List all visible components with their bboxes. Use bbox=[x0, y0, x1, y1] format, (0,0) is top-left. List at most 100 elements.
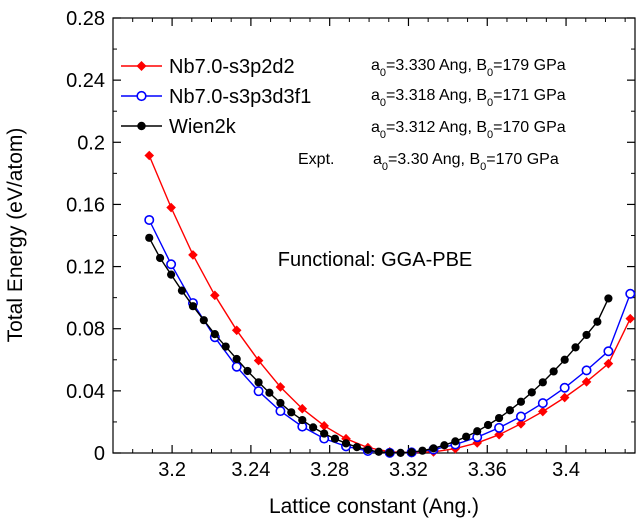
data-point bbox=[538, 406, 548, 417]
data-point bbox=[559, 382, 570, 393]
data-point bbox=[166, 202, 176, 213]
data-point bbox=[396, 448, 405, 457]
x-tick-label: 3.32 bbox=[389, 459, 428, 481]
data-point bbox=[440, 441, 449, 450]
x-tick-label: 3.36 bbox=[468, 459, 507, 481]
x-tick-label: 3.2 bbox=[158, 459, 186, 481]
data-point bbox=[144, 150, 155, 161]
y-tick-label: 0.08 bbox=[66, 319, 105, 341]
data-point bbox=[243, 366, 252, 376]
data-point bbox=[210, 290, 220, 301]
data-point bbox=[407, 448, 416, 457]
expt-label: Expt. bbox=[298, 151, 334, 168]
functional-annotation: Functional: GGA-PBE bbox=[278, 249, 473, 271]
legend-label-wien2k: Wien2k bbox=[169, 116, 237, 138]
data-point bbox=[188, 250, 198, 260]
y-tick-label: 0.28 bbox=[66, 8, 105, 30]
x-axis-title: Lattice constant (Ang.) bbox=[269, 495, 479, 518]
data-point bbox=[330, 434, 340, 443]
legend-marker-black-circle-icon bbox=[137, 121, 146, 131]
legend-label-nb-s3p2d2: Nb7.0-s3p2d2 bbox=[169, 56, 295, 78]
legend-marker-red-diamond-icon bbox=[136, 61, 147, 71]
data-point bbox=[287, 408, 296, 417]
data-point bbox=[571, 343, 580, 352]
data-point bbox=[265, 388, 274, 397]
series-layer bbox=[144, 150, 636, 458]
data-point bbox=[494, 422, 505, 433]
data-point bbox=[167, 270, 176, 279]
legend: Nb7.0-s3p2d2 Nb7.0-s3p3d3f1 Wien2k a0=3.… bbox=[121, 56, 566, 173]
data-point bbox=[363, 445, 372, 454]
data-point bbox=[549, 367, 558, 376]
data-point bbox=[177, 286, 187, 295]
y-tick-label: 0.16 bbox=[66, 194, 105, 216]
data-point bbox=[483, 420, 493, 430]
data-point bbox=[625, 288, 636, 299]
param-expt: a0=3.30 Ang, B0=170 GPa bbox=[373, 151, 559, 173]
data-point bbox=[199, 316, 208, 325]
data-point bbox=[516, 397, 526, 406]
legend-item-nb-s3p3d3f1: Nb7.0-s3p3d3f1 bbox=[121, 86, 311, 108]
y-tick-label: 0.24 bbox=[66, 70, 105, 92]
data-point bbox=[451, 437, 460, 446]
data-point bbox=[155, 253, 165, 263]
data-point bbox=[276, 398, 285, 408]
data-point bbox=[581, 365, 592, 376]
data-point bbox=[625, 313, 636, 324]
data-point bbox=[221, 342, 230, 351]
data-point bbox=[188, 302, 198, 311]
data-point bbox=[231, 325, 242, 336]
data-point bbox=[462, 432, 471, 441]
x-tick-label: 3.28 bbox=[310, 459, 349, 481]
data-point bbox=[231, 361, 242, 372]
data-point bbox=[309, 423, 318, 432]
data-point bbox=[232, 354, 241, 364]
data-point bbox=[275, 406, 286, 417]
param-wien2k: a0=3.312 Ang, B0=170 GPa bbox=[371, 119, 566, 141]
series-2 bbox=[145, 233, 613, 457]
data-point bbox=[559, 392, 570, 403]
data-point bbox=[505, 406, 515, 415]
data-point bbox=[352, 442, 361, 452]
data-point bbox=[319, 421, 329, 431]
data-point bbox=[560, 355, 569, 364]
legend-label-nb-s3p3d3f1: Nb7.0-s3p3d3f1 bbox=[169, 86, 311, 108]
param-nb-s3p3d3f1: a0=3.318 Ang, B0=171 GPa bbox=[371, 87, 566, 109]
param-nb-s3p2d2: a0=3.330 Ang, B0=179 GPa bbox=[371, 57, 566, 79]
data-point bbox=[593, 317, 602, 326]
x-tick-label: 3.24 bbox=[231, 459, 270, 481]
data-point bbox=[144, 214, 155, 225]
data-point bbox=[515, 411, 526, 422]
data-point bbox=[254, 378, 263, 387]
data-point bbox=[473, 427, 482, 436]
x-tick-label: 3.4 bbox=[552, 459, 580, 481]
data-point bbox=[418, 446, 427, 455]
data-point bbox=[604, 294, 613, 303]
data-point bbox=[374, 447, 383, 456]
data-point bbox=[537, 398, 548, 409]
series-0 bbox=[144, 150, 636, 458]
data-point bbox=[253, 386, 264, 397]
data-point bbox=[538, 378, 547, 387]
data-point bbox=[253, 355, 264, 366]
data-point bbox=[275, 382, 286, 392]
y-tick-label: 0.12 bbox=[66, 257, 105, 279]
data-point bbox=[298, 415, 307, 425]
y-axis-title: Total Energy (eV/atom) bbox=[4, 128, 27, 343]
legend-marker-blue-circle-icon bbox=[136, 90, 147, 102]
data-point bbox=[210, 330, 219, 339]
plot-frame bbox=[112, 17, 636, 454]
data-point bbox=[166, 259, 177, 270]
tick-group: 3.2 3.24 3.28 3.32 3.36 3.4 0 0.04 0.08 0.12 0.16 0… bbox=[66, 8, 635, 481]
data-point bbox=[297, 403, 308, 414]
data-point bbox=[429, 444, 438, 453]
data-point bbox=[527, 388, 536, 397]
y-tick-label: 0 bbox=[94, 443, 105, 465]
y-tick-label: 0.2 bbox=[77, 132, 105, 154]
data-point bbox=[603, 358, 614, 369]
data-point bbox=[582, 330, 591, 340]
data-point bbox=[494, 413, 504, 423]
data-point bbox=[320, 429, 329, 438]
data-point bbox=[603, 346, 614, 357]
